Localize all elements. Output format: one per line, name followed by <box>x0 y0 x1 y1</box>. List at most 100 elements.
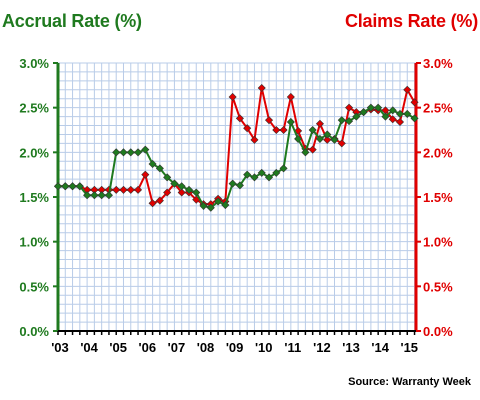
accrual-rate-point <box>61 182 70 191</box>
x-tick-label: '15 <box>400 340 418 355</box>
left-y-tick-label: 1.0% <box>19 235 49 250</box>
claims-rate-point <box>308 145 317 154</box>
accrual-rate-point <box>388 106 397 115</box>
left-y-tick-label: 2.5% <box>19 101 49 116</box>
accrual-rate-point <box>279 164 288 173</box>
right-y-tick-label: 1.0% <box>423 235 453 250</box>
accrual-rate-point <box>90 191 99 200</box>
right-y-tick-label: 2.5% <box>423 101 453 116</box>
accrual-rate-point <box>148 159 157 168</box>
right-y-tick-label: 3.0% <box>423 56 453 71</box>
claims-rate-point <box>112 185 121 194</box>
accrual-rate-point <box>315 134 324 143</box>
accrual-rate-point <box>235 181 244 190</box>
claims-rate-point <box>228 92 237 101</box>
claims-rate-point <box>264 116 274 125</box>
accrual-rate-point <box>243 170 252 179</box>
claims-rate-point <box>126 185 135 194</box>
accrual-rate-point <box>119 148 128 157</box>
accrual-rate-point <box>221 201 230 210</box>
right-y-tick-label: 0.0% <box>423 324 453 339</box>
claims-rate-point <box>337 139 346 148</box>
accrual-rate-point <box>126 148 135 157</box>
accrual-rate-point <box>301 148 310 157</box>
accrual-rate-point <box>53 182 63 191</box>
left-y-tick-label: 0.5% <box>19 279 49 294</box>
left-y-tick-label: 3.0% <box>19 56 49 71</box>
claims-rate-title: Claims Rate (%) <box>344 11 478 31</box>
accrual-rate-point <box>163 173 172 182</box>
accrual-rate-point <box>366 103 375 112</box>
accrual-rate-point <box>381 112 390 121</box>
grid-layer <box>58 62 416 332</box>
claims-rate-point <box>315 119 324 128</box>
claims-rate-point <box>134 185 143 194</box>
accrual-rate-point <box>323 130 332 139</box>
x-tick-label: '07 <box>168 340 186 355</box>
claims-rate-point <box>388 115 397 124</box>
x-tick-label: '05 <box>109 340 127 355</box>
claims-rate-point <box>272 125 281 135</box>
accrual-rate-point <box>97 191 106 200</box>
accrual-rate-point <box>199 201 208 210</box>
claims-rate-point <box>163 188 172 197</box>
claims-rate-point <box>235 114 244 123</box>
right-y-tick-label: 1.5% <box>423 190 453 205</box>
x-tick-label: '14 <box>371 340 389 355</box>
accrual-rate-point <box>337 116 346 125</box>
claims-rate-point <box>279 125 288 135</box>
accrual-rate-point <box>177 182 186 191</box>
right-y-tick-label: 2.0% <box>423 145 453 160</box>
accrual-rate-point <box>228 179 237 188</box>
accrual-rate-point <box>374 103 383 112</box>
accrual-rate-point <box>141 145 150 154</box>
claims-rate-point <box>345 103 354 112</box>
x-tick-label: '10 <box>255 340 273 355</box>
accrual-rate-point <box>403 109 412 118</box>
accrual-rate-point <box>330 135 339 144</box>
right-y-tick-label: 0.5% <box>423 279 453 294</box>
claims-rate-point <box>141 170 150 179</box>
axes-layer <box>53 62 421 335</box>
accrual-rate-point <box>206 203 215 212</box>
accrual-rate-point <box>294 134 303 143</box>
accrual-rate-point <box>286 117 295 126</box>
accrual-rate-point <box>134 148 143 157</box>
accrual-rate-point <box>410 114 419 123</box>
claims-rate-point <box>155 196 164 205</box>
accrual-rate-point <box>345 117 354 126</box>
accrual-rate-point <box>184 185 194 194</box>
claims-rate-line <box>58 87 416 206</box>
accrual-rate-point <box>104 191 113 200</box>
accrual-rate-point <box>192 188 201 197</box>
accrual-rate-point <box>395 109 405 118</box>
claims-rate-point <box>257 83 266 93</box>
accrual-rate-point <box>264 173 274 182</box>
accrual-rate-point <box>272 168 281 177</box>
claims-rate-point <box>323 135 332 144</box>
accrual-rate-point <box>112 148 121 157</box>
claims-rate-point <box>243 124 252 133</box>
claims-rate-point <box>403 85 412 94</box>
claims-rate-point <box>395 117 405 126</box>
accrual-rate-point <box>170 179 179 188</box>
claims-rate-point <box>177 188 186 197</box>
left-y-tick-label: 0.0% <box>19 324 49 339</box>
x-tick-label: '13 <box>342 340 360 355</box>
accrual-rate-point <box>83 191 92 200</box>
claims-rate-point <box>148 199 157 208</box>
x-tick-label: '08 <box>197 340 215 355</box>
x-tick-label: '04 <box>80 340 98 355</box>
accrual-rate-point <box>75 182 84 191</box>
x-tick-label: '09 <box>226 340 244 355</box>
accrual-rate-point <box>214 197 223 206</box>
claims-rate-point <box>410 98 419 107</box>
accrual-rate-point <box>352 112 361 121</box>
x-tick-label: '06 <box>139 340 157 355</box>
accrual-rate-point <box>250 173 259 182</box>
left-y-tick-label: 1.5% <box>19 190 49 205</box>
claims-rate-point <box>286 92 295 101</box>
accrual-rate-line <box>58 106 416 209</box>
